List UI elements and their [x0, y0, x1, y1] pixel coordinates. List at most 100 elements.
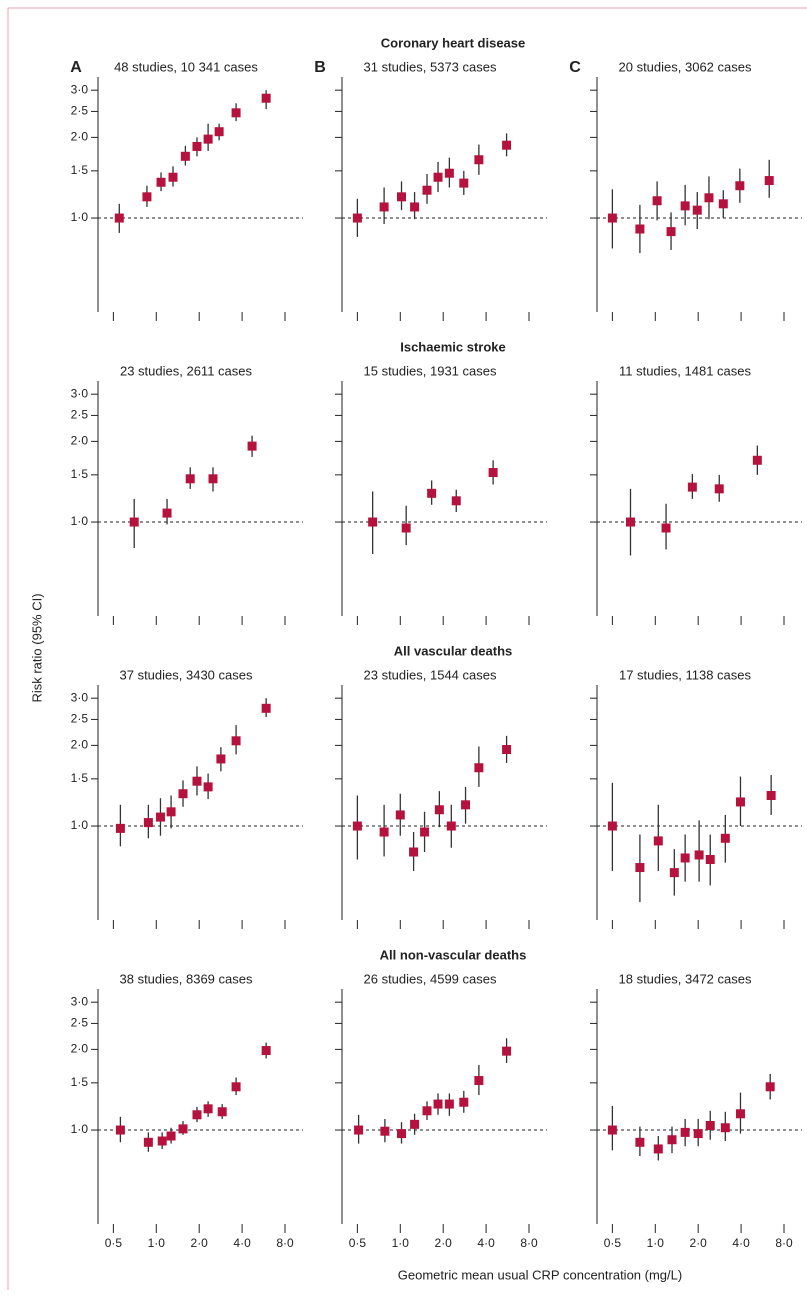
point-estimate — [635, 1137, 645, 1147]
panel-subtitle: 20 studies, 3062 cases — [619, 59, 752, 74]
point-estimate — [379, 202, 389, 212]
point-estimate — [694, 850, 704, 860]
x-tick-label: 0·5 — [349, 1236, 367, 1250]
point-estimate — [766, 791, 776, 801]
y-tick-label: 1·5 — [71, 1075, 89, 1089]
point-estimate — [180, 151, 190, 161]
point-estimate — [444, 168, 454, 178]
point-estimate — [720, 1123, 730, 1133]
x-tick-label: 1·0 — [647, 1236, 665, 1250]
point-estimate — [474, 1076, 484, 1086]
column-label: A — [70, 59, 82, 76]
point-estimate — [410, 1119, 420, 1129]
point-estimate — [661, 523, 671, 533]
point-estimate — [488, 468, 498, 478]
panel-subtitle: 38 studies, 8369 cases — [120, 971, 253, 986]
y-tick-label: 2·5 — [71, 1016, 89, 1030]
point-estimate — [704, 193, 714, 203]
point-estimate — [231, 1082, 241, 1092]
point-estimate — [720, 833, 730, 843]
y-tick-label: 1·0 — [71, 1122, 89, 1136]
point-estimate — [652, 196, 662, 206]
panel-subtitle: 17 studies, 1138 cases — [619, 667, 752, 682]
point-estimate — [607, 1125, 617, 1135]
point-estimate — [231, 108, 241, 118]
panel-subtitle: 18 studies, 3472 cases — [619, 971, 752, 986]
row-title: Ischaemic stroke — [400, 339, 506, 354]
y-tick-label: 2·0 — [71, 130, 89, 144]
x-tick-label: 4·0 — [477, 1236, 495, 1250]
point-estimate — [185, 474, 195, 484]
point-estimate — [379, 827, 389, 837]
point-estimate — [352, 821, 362, 831]
x-tick-label: 0·5 — [105, 1236, 123, 1250]
x-tick-label: 4·0 — [233, 1236, 251, 1250]
point-estimate — [718, 199, 728, 209]
point-estimate — [217, 1107, 227, 1117]
point-estimate — [502, 1046, 512, 1056]
point-estimate — [114, 213, 124, 223]
y-tick-label: 3·0 — [71, 386, 89, 400]
point-estimate — [354, 1125, 364, 1135]
point-estimate — [680, 853, 690, 863]
point-estimate — [166, 1131, 176, 1141]
point-estimate — [156, 177, 166, 187]
y-tick-label: 2·5 — [71, 712, 89, 726]
y-tick-label: 1·0 — [71, 818, 89, 832]
y-axis-label: Risk ratio (95% CI) — [29, 593, 44, 702]
point-estimate — [427, 488, 437, 498]
point-estimate — [203, 1104, 213, 1114]
point-estimate — [401, 523, 411, 533]
point-estimate — [261, 93, 271, 103]
panel-subtitle: 23 studies, 2611 cases — [120, 363, 253, 378]
point-estimate — [157, 1136, 167, 1146]
point-estimate — [653, 836, 663, 846]
point-estimate — [687, 482, 697, 492]
point-estimate — [368, 517, 378, 527]
point-estimate — [352, 213, 362, 223]
point-estimate — [705, 855, 715, 865]
y-tick-label: 3·0 — [71, 690, 89, 704]
x-tick-label: 1·0 — [392, 1236, 410, 1250]
point-estimate — [451, 496, 461, 506]
point-estimate — [607, 213, 617, 223]
y-tick-label: 2·0 — [71, 1042, 89, 1056]
point-estimate — [410, 202, 420, 212]
point-estimate — [397, 192, 407, 202]
point-estimate — [752, 455, 762, 465]
y-tick-label: 2·5 — [71, 104, 89, 118]
y-tick-label: 1·5 — [71, 467, 89, 481]
column-label: C — [569, 59, 581, 76]
y-tick-label: 1·5 — [71, 163, 89, 177]
point-estimate — [168, 172, 178, 182]
point-estimate — [735, 797, 745, 807]
point-estimate — [502, 745, 512, 755]
point-estimate — [397, 1129, 407, 1139]
point-estimate — [635, 224, 645, 234]
point-estimate — [178, 1124, 188, 1134]
x-axis-label: Geometric mean usual CRP concentration (… — [398, 1267, 682, 1282]
point-estimate — [680, 1127, 690, 1137]
y-tick-label: 3·0 — [71, 994, 89, 1008]
point-estimate — [667, 1135, 677, 1145]
point-estimate — [474, 155, 484, 165]
point-estimate — [705, 1120, 715, 1130]
panel-subtitle: 15 studies, 1931 cases — [364, 363, 497, 378]
point-estimate — [143, 1137, 153, 1147]
point-estimate — [692, 205, 702, 215]
x-tick-label: 2·0 — [435, 1236, 453, 1250]
point-estimate — [669, 868, 679, 878]
panel-subtitle: 48 studies, 10 341 cases — [114, 59, 258, 74]
row-title: All non-vascular deaths — [380, 947, 527, 962]
point-estimate — [693, 1129, 703, 1139]
point-estimate — [653, 1144, 663, 1154]
point-estimate — [214, 127, 224, 137]
y-tick-label: 1·0 — [71, 514, 89, 528]
panel-subtitle: 11 studies, 1481 cases — [619, 363, 752, 378]
point-estimate — [635, 863, 645, 873]
point-estimate — [433, 1099, 443, 1109]
point-estimate — [247, 441, 257, 451]
row-title: Coronary heart disease — [381, 35, 526, 50]
